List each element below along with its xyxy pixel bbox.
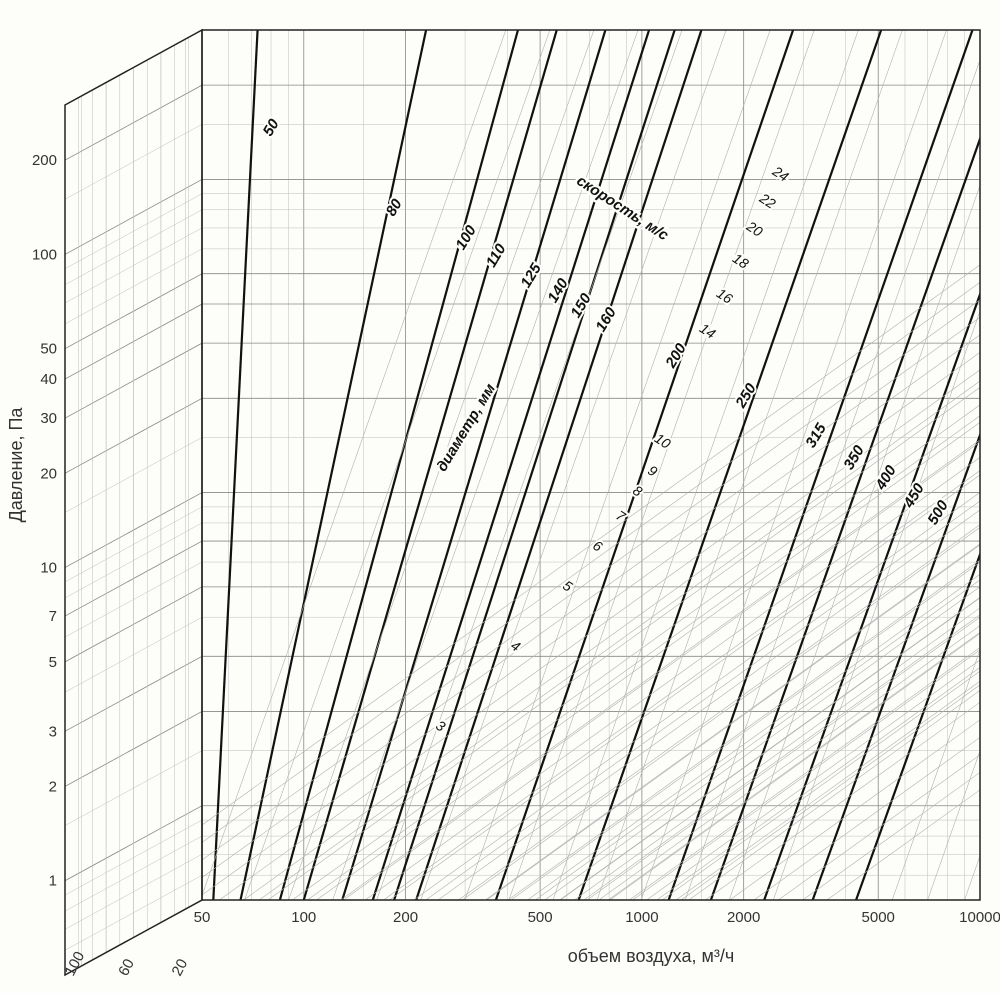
diameter-label: 160: [592, 304, 620, 335]
x-tick: 50: [194, 909, 211, 926]
y-tick: 200: [32, 152, 57, 169]
x-tick: 500: [528, 909, 553, 926]
y-tick: 5: [49, 654, 57, 671]
y-tick: 50: [40, 341, 57, 358]
diameter-label: 50: [260, 116, 284, 140]
y-tick: 2: [49, 778, 57, 795]
velocity-legend: скорость, м/с: [573, 172, 672, 244]
x-tick: 10000: [959, 909, 1000, 926]
x-tick: 100: [291, 909, 316, 926]
velocity-label: 18: [730, 250, 752, 272]
temp-tick: 60: [115, 956, 138, 979]
diameter-label: 400: [872, 462, 900, 494]
y-tick: 100: [32, 246, 57, 263]
velocity-label: 9: [645, 462, 660, 480]
diameter-label: 150: [567, 290, 595, 321]
y-tick: 1: [49, 873, 57, 890]
velocity-label: 4: [508, 637, 523, 655]
velocity-label: 14: [697, 320, 719, 342]
diameter-label: 140: [544, 275, 572, 306]
velocity-label: 24: [769, 162, 792, 185]
nomogram-chart: 50 100 200 500 1000 2000 5000 10000 1 2 3 5 7 10 20 30 4…: [0, 0, 1000, 993]
diameter-label: 250: [732, 380, 760, 412]
y-tick: 7: [49, 608, 57, 625]
x-tick: 2000: [727, 909, 760, 926]
diameter-label: 125: [517, 260, 545, 291]
diameter-label: 100: [452, 222, 480, 253]
velocity-label: 16: [714, 285, 736, 307]
y-tick: 30: [40, 410, 57, 427]
y-axis-label: Давление, Па: [6, 407, 26, 523]
y-tick: 3: [49, 723, 57, 740]
x-tick: 1000: [625, 909, 658, 926]
y-tick: 10: [40, 560, 57, 577]
velocity-label: 22: [756, 189, 779, 212]
y-tick: 20: [40, 465, 57, 482]
x-tick: 5000: [862, 909, 895, 926]
velocity-label: 20: [743, 217, 766, 240]
temp-tick: 20: [169, 956, 192, 979]
y-tick: 40: [40, 371, 57, 388]
x-tick: 200: [393, 909, 418, 926]
x-axis-label: объем воздуха, м³/ч: [568, 946, 734, 966]
velocity-label: 6: [590, 537, 605, 555]
diameter-label: 110: [483, 240, 510, 270]
